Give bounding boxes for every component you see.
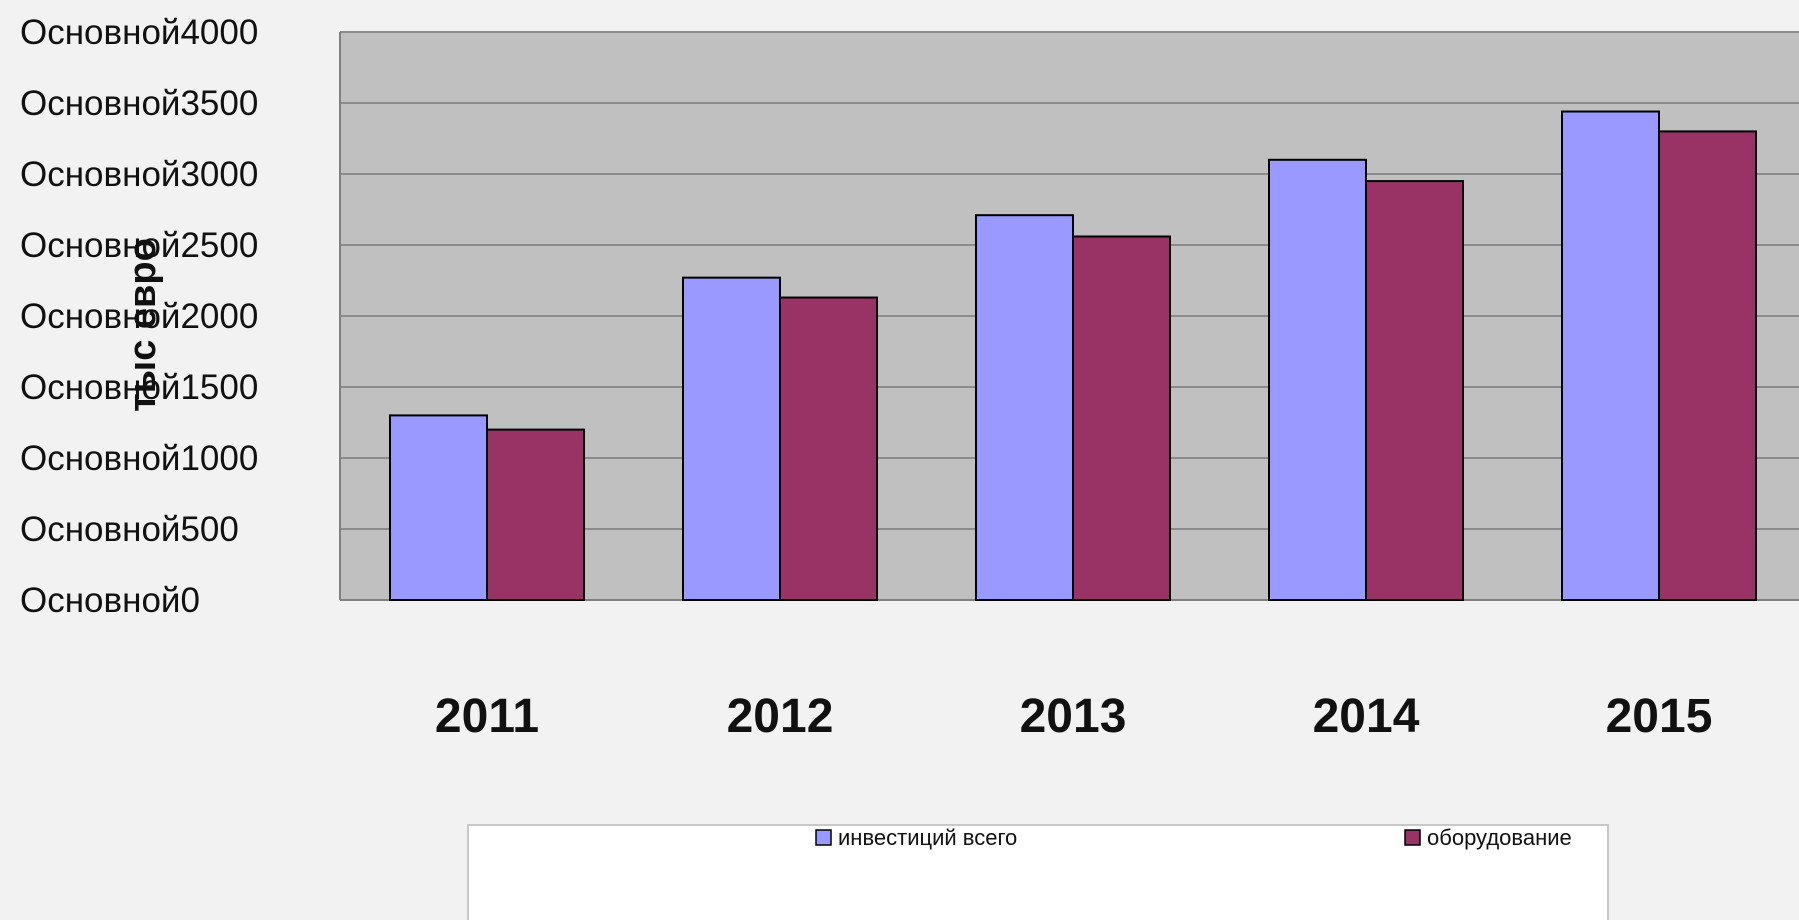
legend: инвестиций всего оборудование: [467, 824, 1609, 920]
bar-equipment: [1658, 130, 1757, 601]
y-tick-label: Основной0: [20, 581, 200, 620]
y-tick-label: Основной1500: [20, 368, 258, 407]
x-tick-label: 2013: [1020, 690, 1127, 743]
bars: [389, 110, 1757, 602]
y-tick-label: Основной4000: [20, 13, 258, 52]
x-tick-label: 2012: [727, 690, 834, 743]
x-tick-labels: 2011 2012 2013 2014 2015: [435, 690, 1712, 743]
bar-investment: [1561, 110, 1660, 602]
bar-investment: [1268, 158, 1367, 602]
y-tick-labels: Основной0 Основной500 Основной1000 Основной…: [20, 13, 258, 620]
y-tick-label: Основной2500: [20, 226, 258, 265]
legend-label-investment: инвестиций всего: [838, 825, 1017, 850]
legend-swatch-equipment: [1404, 829, 1421, 846]
bar-investment: [389, 414, 488, 601]
x-tick-label: 2011: [435, 690, 539, 743]
bar-equipment: [486, 428, 585, 601]
y-tick-label: Основной1000: [20, 439, 258, 478]
bar-equipment: [779, 296, 878, 601]
y-tick-label: Основной500: [20, 510, 239, 549]
x-tick-label: 2015: [1606, 690, 1713, 743]
legend-label-equipment: оборудование: [1427, 825, 1572, 850]
bar-investment: [975, 214, 1074, 601]
y-tick-label: Основной2000: [20, 297, 258, 336]
bar-investment: [682, 276, 781, 601]
x-tick-label: 2014: [1313, 690, 1420, 743]
y-tick-label: Основной3000: [20, 155, 258, 194]
y-tick-label: Основной3500: [20, 84, 258, 123]
bar-equipment: [1365, 180, 1464, 601]
legend-swatch-investment: [815, 829, 832, 846]
y-axis-label: тыс евро: [122, 238, 164, 412]
bar-equipment: [1072, 235, 1171, 601]
